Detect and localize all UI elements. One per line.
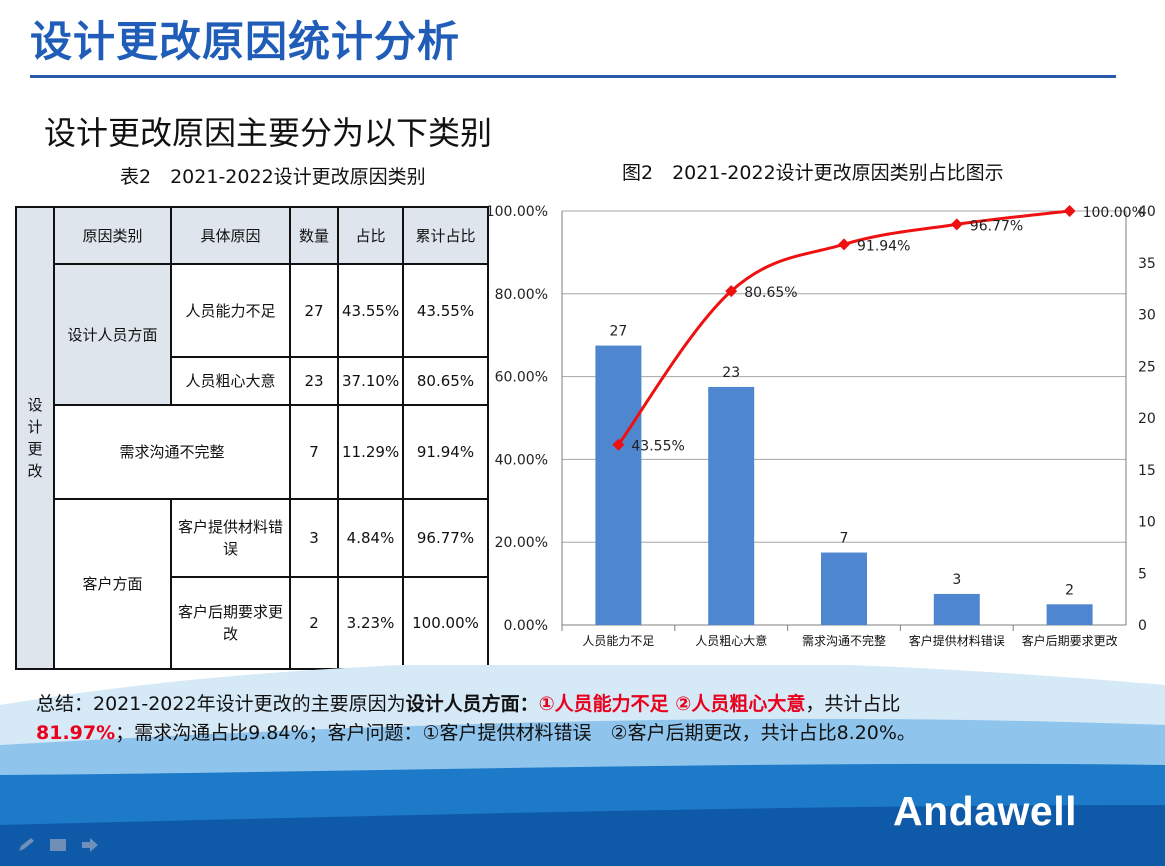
y-right-tick-label: 15 [1138,463,1156,479]
line-point-marker [725,285,738,298]
y-right-tick-label: 5 [1138,566,1147,582]
brand-logo: Andawell [893,788,1077,834]
pareto-chart: 0.00% 20.00% 40.00% 60.00% 80.00% 100.00% 0 5 10… [486,204,1156,648]
slide-title: 设计更改原因统计分析 [30,17,461,66]
cumulative-line [617,209,1070,446]
header-reason: 具体原因 [170,206,291,265]
header-cumulative: 累计占比 [402,206,489,265]
slides-icon[interactable] [48,836,70,854]
bar-data-label: 3 [952,572,961,588]
line-data-label: 100.00% [1083,205,1145,221]
line-point-marker [950,218,963,231]
x-tick-label: 客户提供材料错误 [909,633,1005,648]
count-cell: 23 [289,356,339,406]
table-header-row: 设计更改 原因类别 具体原因 数量 占比 累计占比 [15,206,489,670]
line-data-label: 96.77% [970,218,1023,234]
table-caption: 表2 2021-2022设计更改原因类别 [120,166,426,188]
cumulative-cell: 80.65% [402,356,489,406]
table-row: 设计人员方面 人员能力不足 27 43.55% 43.55% [16,263,489,406]
ratio-cell: 3.23% [337,576,404,670]
reason-cell: 人员粗心大意 [170,356,291,406]
y-left-tick-label: 100.00% [486,204,548,220]
bar [708,386,755,625]
line-data-label: 43.55% [631,439,684,455]
summary-percentage: 81.97% [36,722,116,744]
y-right-tick-label: 20 [1138,411,1156,427]
x-tick-label: 需求沟通不完整 [802,633,886,648]
side-label-cell: 设计更改 [15,206,55,670]
bar-data-label: 7 [840,531,849,547]
line-point-marker [838,238,850,251]
count-cell: 7 [289,404,339,500]
reason-cell: 人员能力不足 [170,263,291,358]
cumulative-cell: 43.55% [402,263,489,358]
bar-data-label: 27 [609,324,627,340]
reason-cell: 客户后期要求更改 [170,576,291,670]
ratio-cell: 37.10% [337,356,404,406]
table-row: 需求沟通不完整 7 11.29% 91.94% [16,404,489,500]
line-data-label: 91.94% [857,238,910,254]
bar [933,593,980,625]
count-cell: 3 [289,498,339,578]
summary-part: 总结：2021-2022年设计更改的主要原因为 [36,693,406,715]
pen-icon[interactable] [16,836,38,854]
header-ratio: 占比 [337,206,404,265]
title-divider [30,75,1116,78]
bar-data-label: 2 [1065,582,1074,598]
y-left-tick-label: 80.00% [495,287,548,303]
reasons-table: 设计更改 原因类别 具体原因 数量 占比 累计占比 设计人员方面 人员能力不足 … [15,206,489,670]
group-designer: 设计人员方面 [53,263,172,406]
group-customer: 客户方面 [53,498,172,670]
ratio-cell: 43.55% [337,263,404,358]
bar-data-label: 23 [722,365,740,381]
summary-highlight: ①人员能力不足 ②人员粗心大意 [538,693,806,715]
cumulative-cell: 100.00% [402,576,489,670]
y-left-tick-label: 40.00% [495,452,548,468]
y-right-tick-label: 0 [1138,618,1147,634]
table-row: 客户后期要求更改 2 3.23% 100.00% [16,576,489,670]
x-tick-label: 人员能力不足 [582,634,654,648]
decorative-wave [0,665,1165,866]
cumulative-cell: 96.77% [402,498,489,578]
header-count: 数量 [289,206,339,265]
y-left-tick-label: 0.00% [504,618,548,634]
ratio-cell: 4.84% [337,498,404,578]
cumulative-cell: 91.94% [402,404,489,500]
x-tick-label: 人员粗心大意 [695,633,767,648]
x-tick-label: 客户后期要求更改 [1022,633,1118,648]
bar [1046,604,1093,625]
y-right-tick-label: 25 [1138,359,1156,375]
summary-text: 总结：2021-2022年设计更改的主要原因为设计人员方面：①人员能力不足 ②人… [36,690,1126,748]
group-communication: 需求沟通不完整 [53,404,291,500]
summary-part: ；需求沟通占比9.84%；客户问题：①客户提供材料错误 ②客户后期更改，共计占比… [115,722,916,744]
chart-caption: 图2 2021-2022设计更改原因类别占比图示 [622,162,1004,184]
y-left-tick-label: 60.00% [495,370,548,386]
line-data-label: 80.65% [744,285,797,301]
table-row: 客户方面 客户提供材料错误 3 4.84% 96.77% [16,498,489,670]
table-row: 人员粗心大意 23 37.10% 80.65% [16,356,489,406]
next-icon[interactable] [80,836,102,854]
y-right-tick-label: 30 [1138,308,1156,324]
y-left-tick-label: 20.00% [495,535,548,551]
ratio-cell: 11.29% [337,404,404,500]
header-category: 原因类别 [53,206,172,265]
y-right-tick-label: 40 [1138,204,1156,220]
bar [595,345,642,625]
reason-cell: 客户提供材料错误 [170,498,291,578]
slide-subtitle: 设计更改原因主要分为以下类别 [44,114,493,152]
line-point-marker [1063,205,1076,217]
summary-part: ，共计占比 [805,693,901,715]
y-right-tick-label: 10 [1138,515,1156,531]
line-point-marker [612,438,625,451]
count-cell: 27 [289,263,339,358]
bar [821,552,867,625]
count-cell: 2 [289,576,339,670]
summary-emphasis: 设计人员方面： [405,693,539,715]
y-right-tick-label: 35 [1138,256,1156,272]
